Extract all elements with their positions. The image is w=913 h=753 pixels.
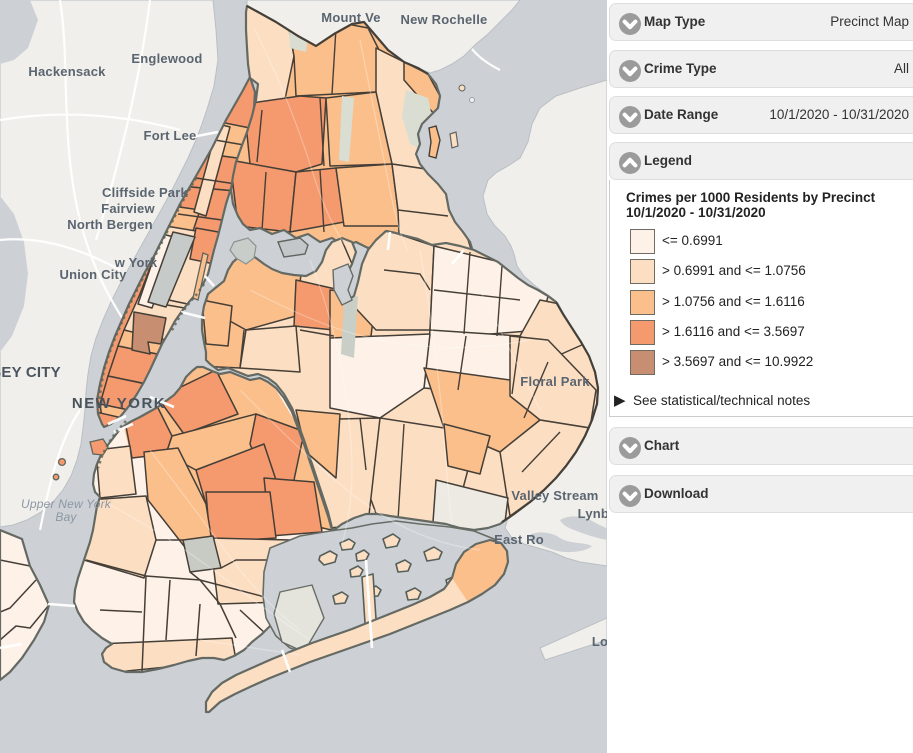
svg-text:Cliffside Park: Cliffside Park [102,185,188,200]
svg-text:North Bergen: North Bergen [67,217,152,232]
svg-text:Englewood: Englewood [131,51,202,66]
svg-text:Bay: Bay [55,510,77,524]
svg-text:East Ro: East Ro [494,532,544,547]
svg-text:NEW YORK: NEW YORK [72,395,166,412]
svg-text:Union City: Union City [60,267,128,282]
svg-text:w York: w York [114,255,158,270]
svg-text:Lynbr: Lynbr [578,506,607,521]
svg-text:Hackensack: Hackensack [28,64,106,79]
svg-text:Fort Lee: Fort Lee [144,128,197,143]
svg-text:Valley Stream: Valley Stream [511,488,598,503]
svg-text:New Rochelle: New Rochelle [401,12,488,27]
svg-text:SEY CITY: SEY CITY [0,364,61,381]
svg-text:Mount Ve: Mount Ve [321,10,380,25]
svg-text:Lo: Lo [592,634,607,649]
svg-text:Floral Park: Floral Park [520,374,590,389]
svg-text:Fairview: Fairview [101,201,155,216]
svg-text:Upper New York: Upper New York [21,497,112,511]
